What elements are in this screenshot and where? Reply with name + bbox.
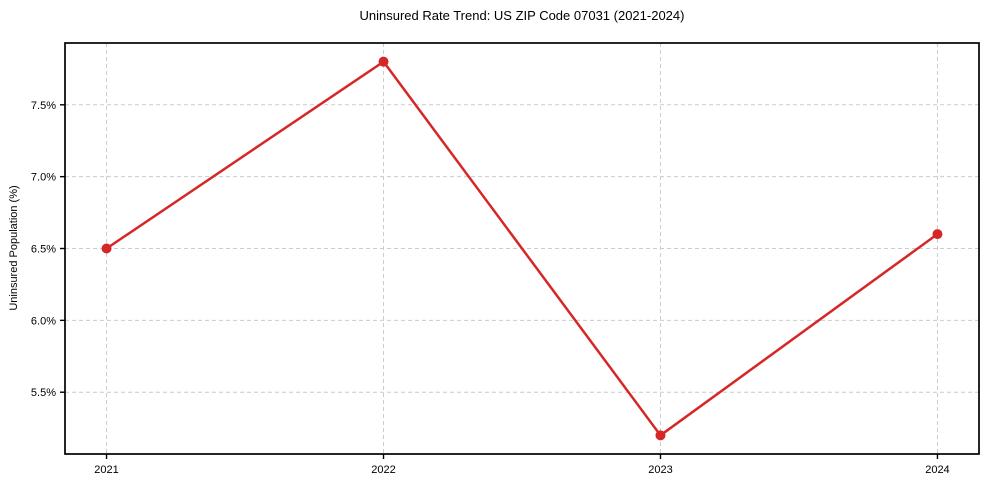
chart-title: Uninsured Rate Trend: US ZIP Code 07031 … (359, 8, 685, 23)
y-tick-label: 6.0% (31, 315, 56, 327)
x-tick-label: 2024 (925, 464, 949, 476)
data-point (378, 56, 389, 67)
y-tick-label: 5.5% (31, 387, 56, 399)
y-tick-label: 6.5% (31, 244, 56, 256)
y-tick-label: 7.0% (31, 172, 56, 184)
x-tick-label: 2023 (648, 464, 672, 476)
x-tick-label: 2021 (94, 464, 118, 476)
data-point (655, 430, 666, 441)
data-point (932, 229, 943, 240)
trend-line (105, 60, 939, 437)
x-tick-label: 2022 (371, 464, 395, 476)
data-point (101, 243, 112, 254)
y-axis-label: Uninsured Population (%) (8, 185, 20, 311)
y-tick-label: 7.5% (31, 100, 56, 112)
